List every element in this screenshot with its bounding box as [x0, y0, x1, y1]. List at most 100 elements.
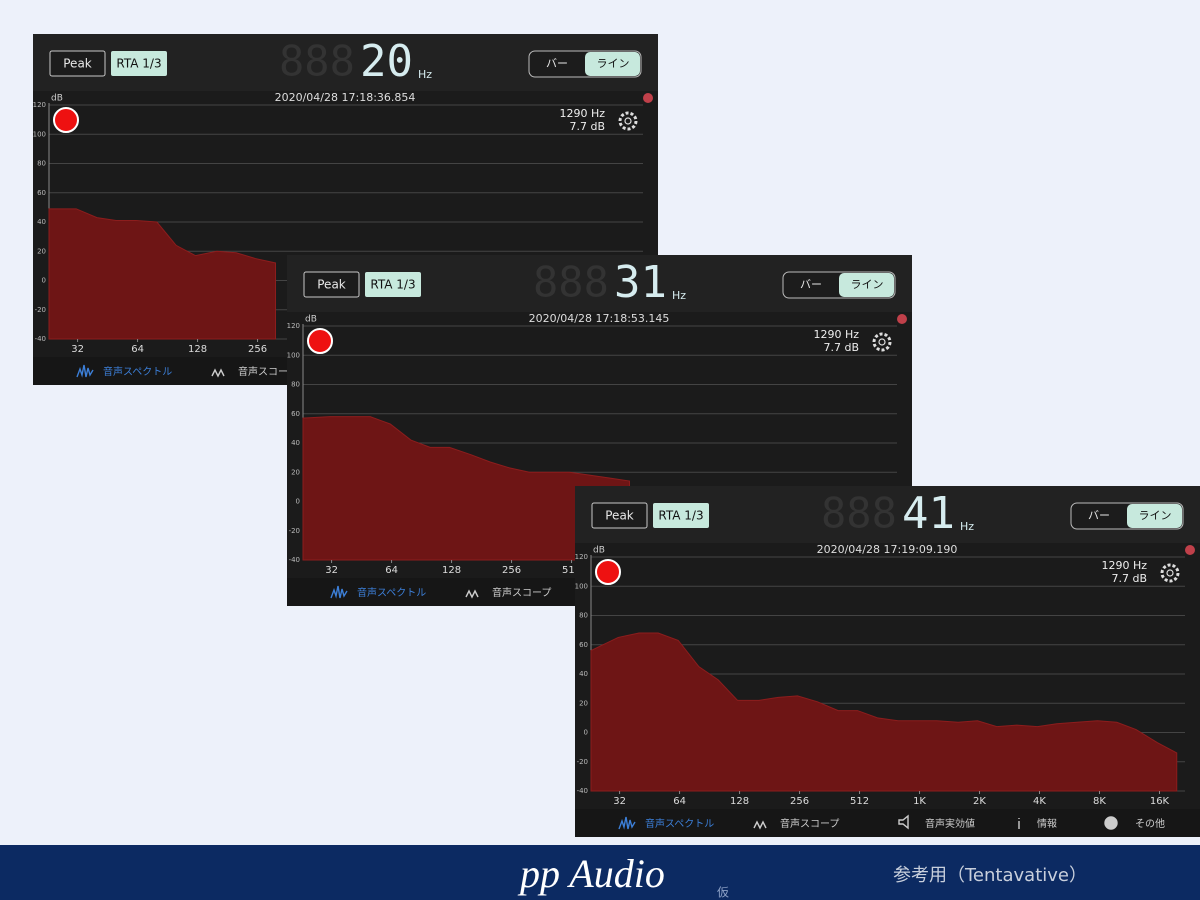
peak-label: Peak — [317, 278, 346, 292]
x-tick-label: 128 — [188, 344, 207, 355]
peak-marker — [53, 107, 79, 133]
status-dot — [897, 314, 907, 324]
tab-icon[interactable] — [753, 820, 767, 830]
tab-label[interactable]: 音声スコープ — [492, 586, 551, 599]
toggle-line: ライン — [597, 57, 630, 70]
x-tick-label: 1K — [913, 796, 926, 807]
mode-label: RTA 1/3 — [370, 278, 415, 292]
y-tick-label: 80 — [291, 381, 300, 389]
settings-gear-hub — [624, 117, 632, 125]
spectrum-area — [302, 416, 630, 561]
x-tick-label: 256 — [248, 344, 267, 355]
y-axis-label: dB — [593, 546, 605, 556]
y-tick-label: -40 — [289, 556, 300, 564]
tab-label[interactable]: その他 — [1135, 817, 1165, 830]
y-tick-label: 80 — [37, 160, 46, 168]
x-tick-label: 256 — [790, 796, 809, 807]
tab-label[interactable]: 音声実効値 — [925, 817, 975, 830]
y-tick-label: 60 — [579, 641, 588, 649]
x-tick-label: 64 — [673, 796, 686, 807]
tab-icon[interactable] — [1104, 816, 1118, 830]
brand: pp Audio — [517, 851, 665, 896]
x-tick-label: 128 — [442, 565, 461, 576]
tab-icon[interactable] — [330, 585, 348, 599]
mode-button[interactable] — [653, 503, 709, 528]
toggle-line: ライン — [851, 278, 884, 291]
ghost-digits: 888 — [533, 258, 609, 307]
toggle-line: ライン — [1139, 509, 1172, 522]
brand-mark: 仮 — [717, 886, 729, 900]
peak-label: Peak — [63, 57, 92, 71]
freq-digits: 41 — [902, 488, 955, 539]
y-tick-label: 40 — [579, 670, 588, 678]
tab-icon[interactable] — [465, 589, 479, 599]
status-dot — [1185, 545, 1195, 555]
y-tick-label: 20 — [579, 699, 588, 707]
settings-gear[interactable] — [872, 332, 892, 352]
y-tick-label: 20 — [37, 247, 46, 255]
y-tick-label: 120 — [287, 322, 300, 330]
readout-freq: 1290 Hz — [559, 107, 605, 120]
x-tick-label: 256 — [502, 565, 521, 576]
y-tick-label: 120 — [575, 553, 588, 561]
tab-icon[interactable] — [618, 816, 636, 830]
freq-unit: Hz — [960, 520, 974, 533]
ghost-digits: 888 — [279, 37, 355, 86]
freq-digits: 31 — [614, 257, 667, 308]
peak-button[interactable] — [303, 271, 360, 298]
x-tick-label: 512 — [562, 565, 581, 576]
x-tick-label: 32 — [71, 344, 84, 355]
y-tick-label: 100 — [287, 351, 300, 359]
readout-freq: 1290 Hz — [1101, 559, 1147, 572]
y-tick-label: -20 — [35, 306, 46, 314]
settings-gear-hub — [1166, 569, 1174, 577]
y-tick-label: 120 — [33, 101, 46, 109]
y-tick-label: 0 — [296, 498, 300, 506]
mode-button[interactable] — [111, 51, 167, 76]
y-tick-label: 100 — [575, 582, 588, 590]
x-tick-label: 2K — [973, 796, 986, 807]
settings-gear[interactable] — [618, 111, 638, 131]
tab-label[interactable]: 音声スペクトル — [103, 365, 172, 378]
toggle-bar: バー — [546, 57, 568, 70]
y-axis-label: dB — [51, 94, 63, 104]
y-tick-label: 60 — [37, 189, 46, 197]
mode-label: RTA 1/3 — [658, 509, 703, 523]
peak-button[interactable] — [591, 502, 648, 529]
timestamp: 2020/04/28 17:18:53.145 — [529, 312, 670, 325]
y-tick-label: -40 — [577, 787, 588, 795]
x-tick-label: 64 — [385, 565, 398, 576]
readout-freq: 1290 Hz — [813, 328, 859, 341]
readout-level: 7.7 dB — [1111, 572, 1147, 585]
toggle-active — [1127, 504, 1182, 528]
app-panel: Peak RTA 1/3 888 41 Hz バー ライン dB 2020/04/28 17:1… — [575, 486, 1200, 837]
tab-label[interactable]: 音声スコープ — [780, 817, 839, 830]
tab-label[interactable]: 音声スペクトル — [645, 817, 714, 830]
tab-icon[interactable] — [211, 368, 225, 378]
y-tick-label: 0 — [584, 729, 588, 737]
x-tick-label: 16K — [1150, 796, 1170, 807]
x-tick-label: 4K — [1033, 796, 1046, 807]
footer-note: 参考用（Tentavative） — [893, 865, 1087, 886]
timestamp: 2020/04/28 17:19:09.190 — [817, 543, 958, 556]
toggle-active — [839, 273, 894, 297]
x-tick-label: 64 — [131, 344, 144, 355]
tab-label[interactable]: 音声スペクトル — [357, 586, 426, 599]
spectrum-area — [48, 208, 277, 340]
tab-label[interactable]: 情報 — [1037, 817, 1057, 830]
toggle-bar: バー — [800, 278, 822, 291]
ghost-digits: 888 — [821, 489, 897, 538]
readout-level: 7.7 dB — [823, 341, 859, 354]
freq-unit: Hz — [418, 68, 432, 81]
y-tick-label: -40 — [35, 335, 46, 343]
settings-gear[interactable] — [1160, 563, 1180, 583]
peak-button[interactable] — [49, 50, 106, 77]
tab-label[interactable]: 音声スコープ — [238, 365, 297, 378]
mode-button[interactable] — [365, 272, 421, 297]
x-tick-label: 512 — [850, 796, 869, 807]
y-tick-label: -20 — [289, 527, 300, 535]
y-tick-label: 100 — [33, 130, 46, 138]
tab-icon[interactable] — [76, 364, 94, 378]
tab-icon[interactable] — [898, 814, 909, 830]
